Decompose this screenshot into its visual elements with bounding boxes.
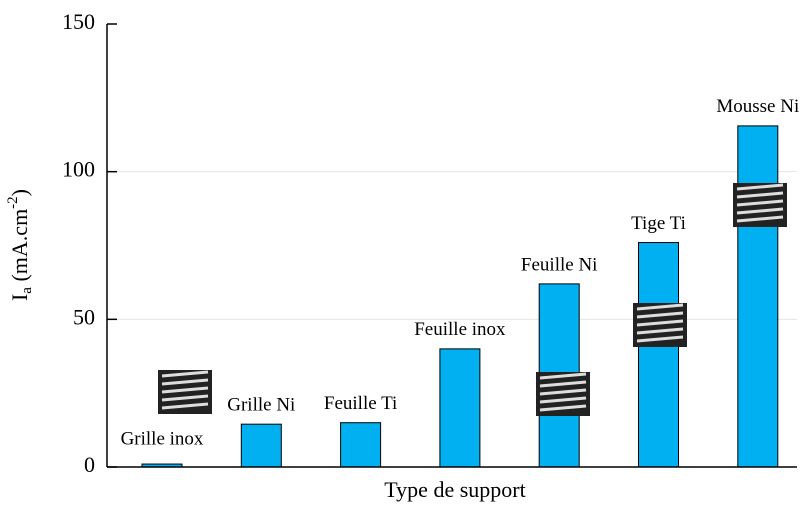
y-tick-label: 100 (62, 157, 95, 182)
support-icon-detail (539, 380, 587, 388)
y-label-sup: -2 (5, 196, 21, 209)
support-icon-detail (736, 183, 784, 191)
bar (439, 348, 481, 468)
support-icon-detail (736, 207, 784, 215)
y-label-unit: (mA.cm (7, 209, 32, 287)
y-label-base: I (7, 294, 32, 301)
support-icon-detail (636, 303, 684, 311)
x-axis-label: Type de support (384, 477, 525, 502)
support-icon-detail (539, 388, 587, 396)
y-tick-label: 150 (62, 9, 95, 34)
support-icon-detail (161, 370, 209, 378)
support-icon-detail (736, 215, 784, 223)
bar-category-label: Feuille Ni (521, 254, 598, 275)
support-icon-detail (161, 394, 209, 402)
support-icon-detail (736, 191, 784, 199)
support-icon-detail (539, 372, 587, 380)
support-icon-detail (636, 311, 684, 319)
bar-category-label: Mousse Ni (716, 96, 799, 117)
support-icon-detail (161, 386, 209, 394)
bar (240, 423, 282, 468)
bar-category-label: Grille Ni (227, 395, 295, 416)
support-icon-detail (161, 378, 209, 386)
bar (737, 125, 779, 468)
bar-category-label: Grille inox (121, 428, 204, 449)
support-icon-detail (636, 327, 684, 335)
support-icon-detail (161, 402, 209, 410)
y-tick-label: 50 (73, 304, 95, 329)
bar (638, 242, 679, 468)
bar-category-label: Tige Ti (631, 213, 686, 234)
y-tick-label: 0 (84, 452, 95, 477)
bar-category-label: Feuille Ti (324, 393, 397, 414)
support-icon-detail (636, 335, 684, 343)
support-icon-detail (539, 396, 587, 404)
support-icon-detail (736, 199, 784, 207)
support-icon-detail (539, 404, 587, 412)
bar (340, 422, 382, 468)
y-label-end: ) (7, 189, 32, 196)
support-icon-detail (636, 319, 684, 327)
y-label-sub: a (19, 287, 35, 294)
bar-category-label: Feuille inox (414, 319, 506, 340)
y-axis-label: Ia (mA.cm-2) (5, 189, 35, 301)
